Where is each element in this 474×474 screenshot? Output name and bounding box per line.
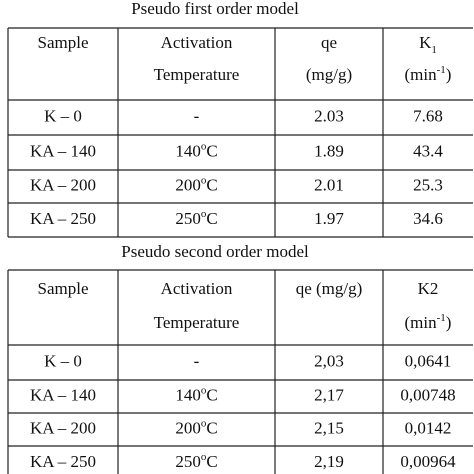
text-part: 200 <box>175 175 201 194</box>
text-part: 250 <box>175 452 201 471</box>
cell-text: 0,0142 <box>405 418 452 437</box>
text-part: ) <box>446 65 452 84</box>
text-part: (min <box>405 65 438 84</box>
text-part: C <box>206 209 217 228</box>
text-part: C <box>206 141 217 160</box>
text-part: 140 <box>175 141 201 160</box>
text-part: o <box>201 451 207 463</box>
cell-text: - <box>194 106 200 125</box>
text-part: -1 <box>437 312 446 324</box>
cell-text: 200oC <box>175 417 217 437</box>
cell-text: K – 0 <box>44 351 82 370</box>
cell-text: - <box>194 351 200 370</box>
cell-text: (min-1) <box>405 64 452 84</box>
text-part: o <box>201 208 207 220</box>
cell-text: 140oC <box>175 140 217 160</box>
text-part: C <box>206 418 217 437</box>
cell-text: Sample <box>38 33 89 52</box>
cell-text: KA – 140 <box>30 141 96 160</box>
cell-text: Activation <box>161 279 233 298</box>
cell-text: K2 <box>418 279 439 298</box>
cell-text: 1.97 <box>314 209 344 228</box>
cell-text: 43.4 <box>413 141 443 160</box>
cell-text: KA – 250 <box>30 209 96 228</box>
cell-text: 250oC <box>175 208 217 228</box>
cell-text: 0,0641 <box>405 351 452 370</box>
cell-text: Temperature <box>154 313 240 332</box>
text-part: o <box>201 384 207 396</box>
text-part: 200 <box>175 418 201 437</box>
cell-text: 250oC <box>175 451 217 471</box>
cell-text: KA – 140 <box>30 385 96 404</box>
text-part: K <box>419 33 432 52</box>
cell-text: 34.6 <box>413 209 443 228</box>
text-part: C <box>206 385 217 404</box>
cell-text: 2.01 <box>314 175 344 194</box>
cell-text: (min-1) <box>405 312 452 332</box>
text-part: o <box>201 417 207 429</box>
cell-text: 2.03 <box>314 106 344 125</box>
cell-text: 1.89 <box>314 141 344 160</box>
text-part: C <box>206 175 217 194</box>
cell-text: Activation <box>161 33 233 52</box>
text-part: 1 <box>431 44 437 56</box>
cell-text: 2,15 <box>314 418 344 437</box>
text-part: -1 <box>437 64 446 76</box>
cell-text: Temperature <box>154 65 240 84</box>
cell-text: 7.68 <box>413 106 443 125</box>
cell-text: KA – 250 <box>30 452 96 471</box>
cell-text: (mg/g) <box>306 65 352 84</box>
cell-text: KA – 200 <box>30 175 96 194</box>
cell-text: 0,00748 <box>400 385 455 404</box>
cell-text: 2,03 <box>314 351 344 370</box>
text-part: o <box>201 174 207 186</box>
cell-text: KA – 200 <box>30 418 96 437</box>
text-part: 140 <box>175 385 201 404</box>
cell-text: 0,00964 <box>400 452 456 471</box>
cell-text: K – 0 <box>44 106 82 125</box>
cell-text: K1 <box>419 33 437 56</box>
text-part: ) <box>446 313 452 332</box>
cell-text: Sample <box>38 279 89 298</box>
cell-text: 25.3 <box>413 175 443 194</box>
cell-text: 2,19 <box>314 452 344 471</box>
cell-text: 140oC <box>175 384 217 404</box>
table-title: Pseudo second order model <box>121 242 309 261</box>
text-part: o <box>201 140 207 152</box>
cell-text: 200oC <box>175 174 217 194</box>
cell-text: qe (mg/g) <box>296 279 363 298</box>
text-part: (min <box>405 313 438 332</box>
text-part: 250 <box>175 209 201 228</box>
table-title: Pseudo first order model <box>131 0 299 18</box>
cell-text: qe <box>321 33 337 52</box>
cell-text: 2,17 <box>314 385 344 404</box>
text-part: C <box>206 452 217 471</box>
